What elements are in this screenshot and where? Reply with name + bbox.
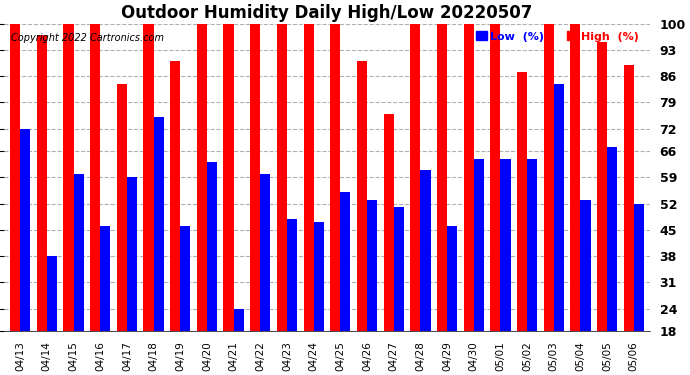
Bar [304, 24, 314, 331]
Bar [277, 24, 287, 331]
Bar [170, 61, 180, 331]
Text: Copyright 2022 Cartronics.com: Copyright 2022 Cartronics.com [10, 33, 164, 43]
Bar [287, 219, 297, 331]
Bar [154, 117, 164, 331]
Bar [180, 226, 190, 331]
Bar [597, 42, 607, 331]
Bar [224, 24, 234, 331]
Bar [554, 84, 564, 331]
Bar [464, 24, 474, 331]
Bar [544, 24, 554, 331]
Bar [411, 24, 420, 331]
Bar [10, 24, 20, 331]
Bar [314, 222, 324, 331]
Bar [207, 162, 217, 331]
Legend: Low  (%), High  (%): Low (%), High (%) [473, 29, 641, 44]
Bar [20, 129, 30, 331]
Bar [90, 24, 100, 331]
Bar [260, 174, 270, 331]
Bar [127, 177, 137, 331]
Bar [437, 24, 447, 331]
Bar [384, 114, 394, 331]
Bar [580, 200, 591, 331]
Bar [624, 65, 634, 331]
Bar [331, 24, 340, 331]
Bar [527, 159, 538, 331]
Bar [571, 24, 580, 331]
Bar [474, 159, 484, 331]
Bar [117, 84, 127, 331]
Bar [197, 24, 207, 331]
Bar [394, 207, 404, 331]
Title: Outdoor Humidity Daily High/Low 20220507: Outdoor Humidity Daily High/Low 20220507 [121, 4, 533, 22]
Bar [234, 309, 244, 331]
Bar [47, 256, 57, 331]
Bar [144, 24, 154, 331]
Bar [517, 72, 527, 331]
Bar [63, 24, 74, 331]
Bar [357, 61, 367, 331]
Bar [340, 192, 351, 331]
Bar [74, 174, 83, 331]
Bar [607, 147, 618, 331]
Bar [447, 226, 457, 331]
Bar [37, 35, 47, 331]
Bar [420, 170, 431, 331]
Bar [367, 200, 377, 331]
Bar [491, 24, 500, 331]
Bar [250, 24, 260, 331]
Bar [634, 204, 644, 331]
Bar [500, 159, 511, 331]
Bar [100, 226, 110, 331]
